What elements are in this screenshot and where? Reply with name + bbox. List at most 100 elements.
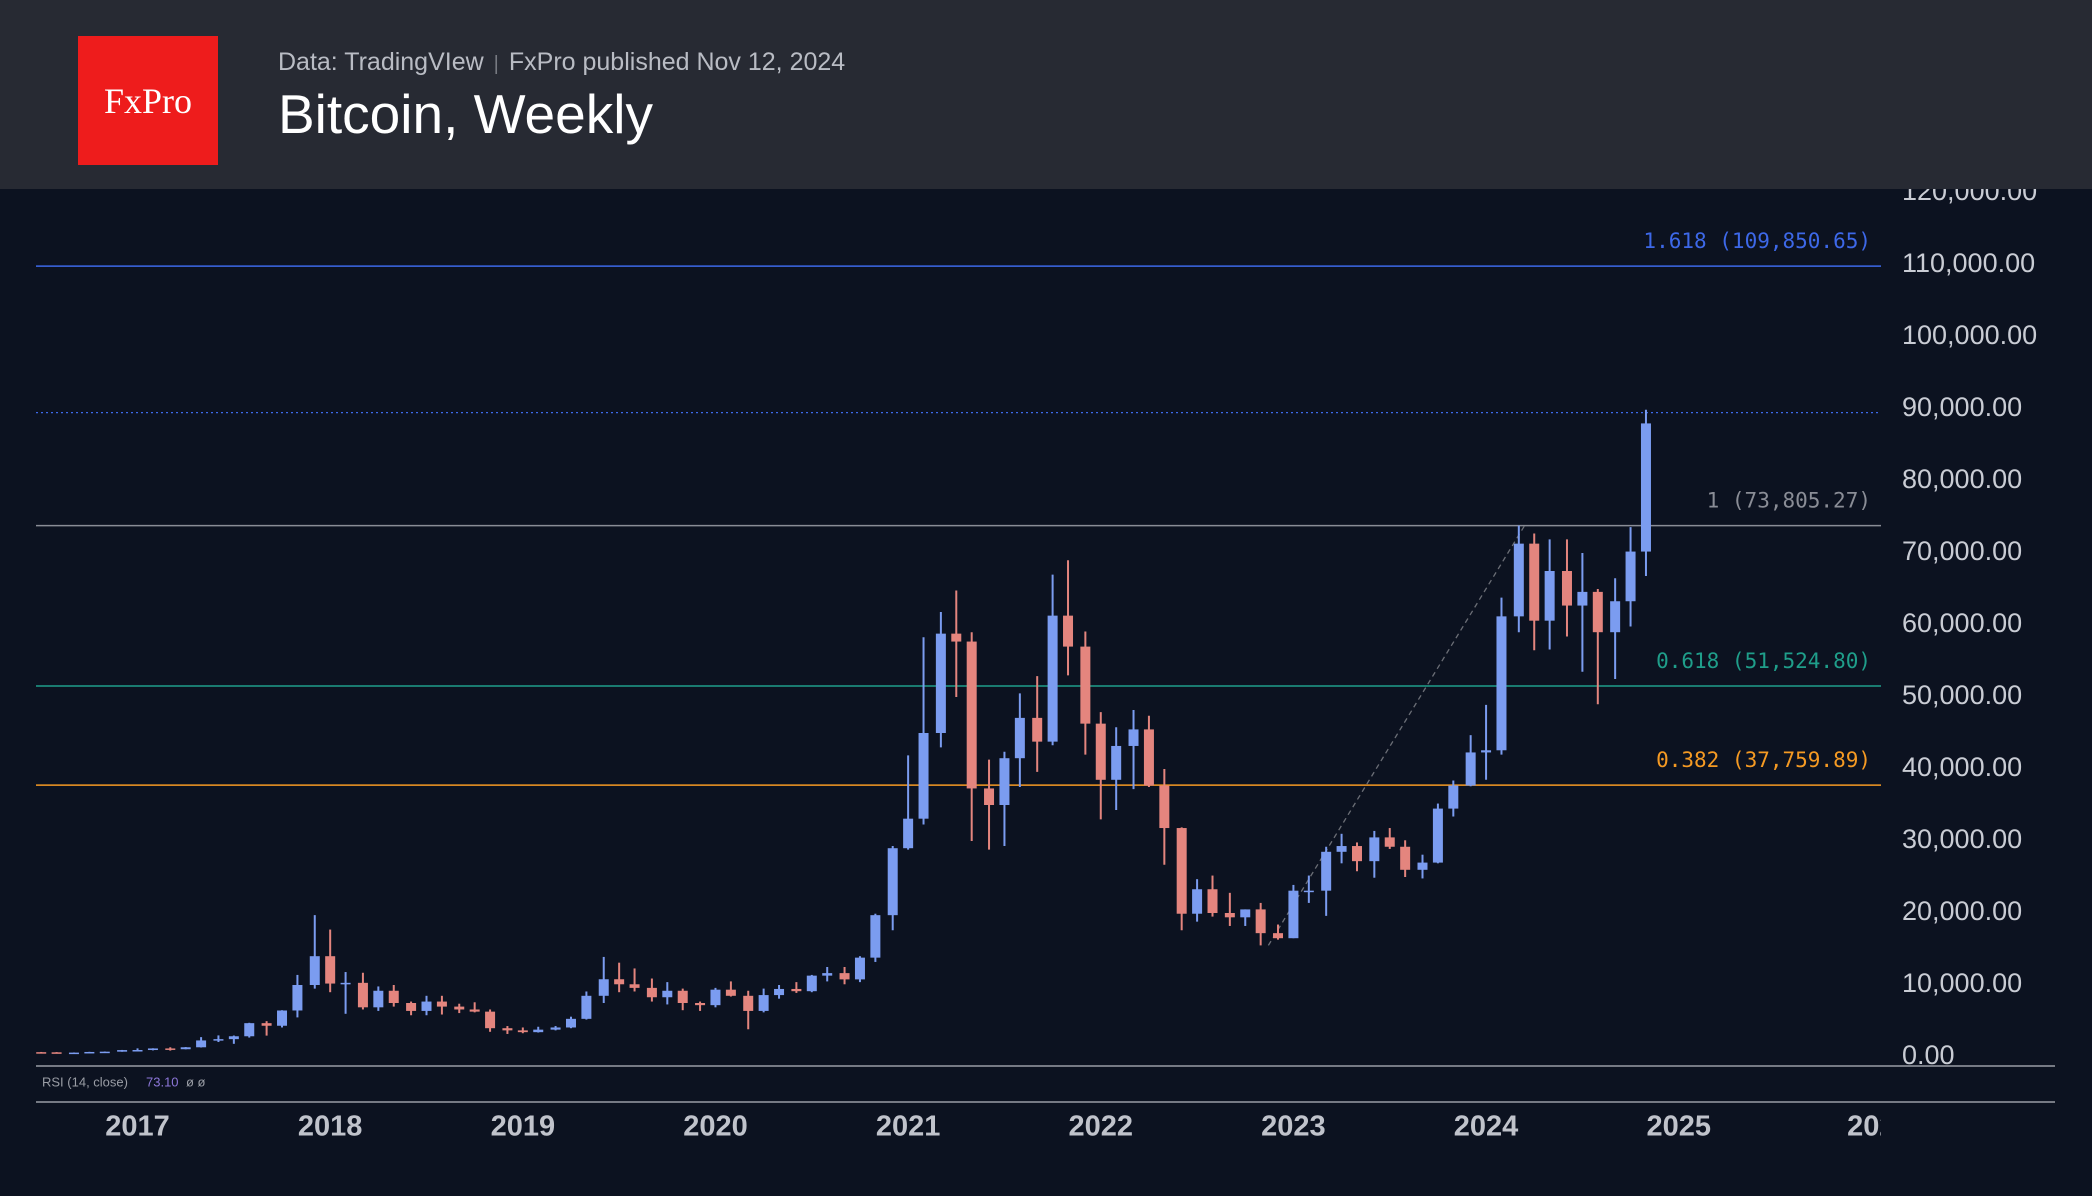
candle-body bbox=[1610, 601, 1621, 633]
published: FxPro published Nov 12, 2024 bbox=[508, 48, 846, 76]
y-tick-label: 90,000.00 bbox=[1902, 392, 2022, 422]
candle-body bbox=[1640, 423, 1651, 552]
indicator-extra: ø ø bbox=[186, 1074, 206, 1089]
y-tick-label: 40,000.00 bbox=[1902, 752, 2022, 782]
candle-body bbox=[1400, 846, 1411, 870]
candle-body bbox=[1273, 933, 1284, 939]
candle-body bbox=[999, 758, 1010, 805]
candle-body bbox=[1561, 571, 1572, 606]
candle-body bbox=[662, 990, 673, 998]
meta: Data: TradingVIew | FxPro published Nov 12… bbox=[278, 48, 845, 77]
candle-body bbox=[565, 1018, 576, 1028]
candle-body bbox=[261, 1023, 272, 1026]
header: FxPro Data: TradingVIew | FxPro published … bbox=[0, 0, 2092, 189]
source: Data: TradingVIew bbox=[278, 48, 484, 76]
candle-body bbox=[180, 1047, 191, 1050]
candle-body bbox=[550, 1027, 561, 1030]
candle-body bbox=[646, 987, 657, 998]
x-tick-label: 2024 bbox=[1454, 1111, 1519, 1143]
candle-body bbox=[677, 990, 688, 1003]
candle-body bbox=[1032, 717, 1043, 742]
candle-body bbox=[581, 995, 592, 1019]
candle-body bbox=[1417, 862, 1428, 870]
trend-line bbox=[1267, 525, 1526, 946]
candle-body bbox=[1240, 909, 1251, 918]
candle-body bbox=[1448, 785, 1459, 809]
candle-body bbox=[388, 990, 399, 1003]
candle-body bbox=[51, 1052, 62, 1054]
candle-body bbox=[984, 788, 995, 805]
candle-body bbox=[903, 818, 914, 849]
candle-body bbox=[1513, 543, 1524, 617]
candle-body bbox=[1481, 750, 1492, 753]
candle-body bbox=[1255, 909, 1266, 934]
candle-body bbox=[196, 1040, 207, 1048]
y-tick-label: 80,000.00 bbox=[1902, 464, 2022, 494]
title: Bitcoin, Weekly bbox=[278, 83, 653, 145]
y-tick-label: 100,000.00 bbox=[1902, 320, 2037, 350]
x-tick-label: 2020 bbox=[683, 1111, 748, 1143]
candle-body bbox=[1465, 752, 1476, 786]
fib-label: 1 (73,805.27) bbox=[1707, 489, 1871, 513]
candle-body bbox=[502, 1028, 513, 1031]
indicator-name: RSI (14, close) bbox=[42, 1074, 128, 1089]
candle-body bbox=[132, 1050, 143, 1052]
fib-label: 0.382 (37,759.89) bbox=[1656, 748, 1871, 772]
candle-body bbox=[710, 989, 721, 1006]
candle-body bbox=[533, 1029, 544, 1033]
candle-body bbox=[228, 1036, 239, 1040]
candle-body bbox=[1095, 723, 1106, 780]
candle-body bbox=[918, 733, 929, 819]
candle-body bbox=[1192, 889, 1203, 914]
x-tick-label: 2017 bbox=[105, 1111, 170, 1143]
candle-body bbox=[1047, 615, 1058, 742]
y-tick-label: 70,000.00 bbox=[1902, 536, 2022, 566]
candle-body bbox=[68, 1052, 79, 1055]
candle-body bbox=[695, 1003, 706, 1006]
candle-body bbox=[1128, 729, 1139, 746]
candle-body bbox=[758, 995, 769, 1011]
candle-body bbox=[406, 1003, 417, 1011]
candle-body bbox=[774, 988, 785, 996]
candle-body bbox=[1577, 591, 1588, 606]
candle-body bbox=[629, 984, 640, 988]
candle-body bbox=[614, 979, 625, 985]
candle-body bbox=[1544, 571, 1555, 621]
candle-body bbox=[966, 641, 977, 789]
candle-body bbox=[1592, 591, 1603, 633]
candle-body bbox=[1625, 551, 1636, 602]
candle-body bbox=[165, 1048, 176, 1050]
candle-body bbox=[822, 973, 833, 976]
candle-body bbox=[1303, 890, 1314, 893]
candle-body bbox=[485, 1011, 496, 1029]
candle-body bbox=[373, 990, 384, 1008]
candle-body bbox=[469, 1009, 480, 1012]
candle-body bbox=[292, 985, 303, 1011]
candle-body bbox=[454, 1006, 465, 1010]
x-tick-label: 202 bbox=[1847, 1111, 1895, 1143]
candle-body bbox=[1176, 828, 1187, 914]
y-tick-label: 30,000.00 bbox=[1902, 824, 2022, 854]
candle-body bbox=[1288, 890, 1299, 939]
candle-body bbox=[598, 979, 609, 996]
candle-body bbox=[1529, 543, 1540, 621]
candle-body bbox=[357, 982, 368, 1008]
candle-body bbox=[1207, 889, 1218, 913]
candle-body bbox=[1159, 785, 1170, 829]
candle-body bbox=[84, 1051, 95, 1054]
candle-body bbox=[1224, 913, 1235, 918]
candle-body bbox=[887, 848, 898, 916]
candle-body bbox=[1369, 837, 1380, 862]
candle-body bbox=[517, 1030, 528, 1033]
x-tick-label: 2018 bbox=[298, 1111, 363, 1143]
candle-body bbox=[36, 1052, 47, 1054]
candle-body bbox=[421, 1001, 432, 1011]
x-tick-label: 2019 bbox=[491, 1111, 556, 1143]
candle-body bbox=[1384, 837, 1395, 847]
candle-body bbox=[309, 956, 320, 985]
logo: FxPro bbox=[78, 36, 218, 165]
indicator-value: 73.10 bbox=[146, 1074, 179, 1089]
